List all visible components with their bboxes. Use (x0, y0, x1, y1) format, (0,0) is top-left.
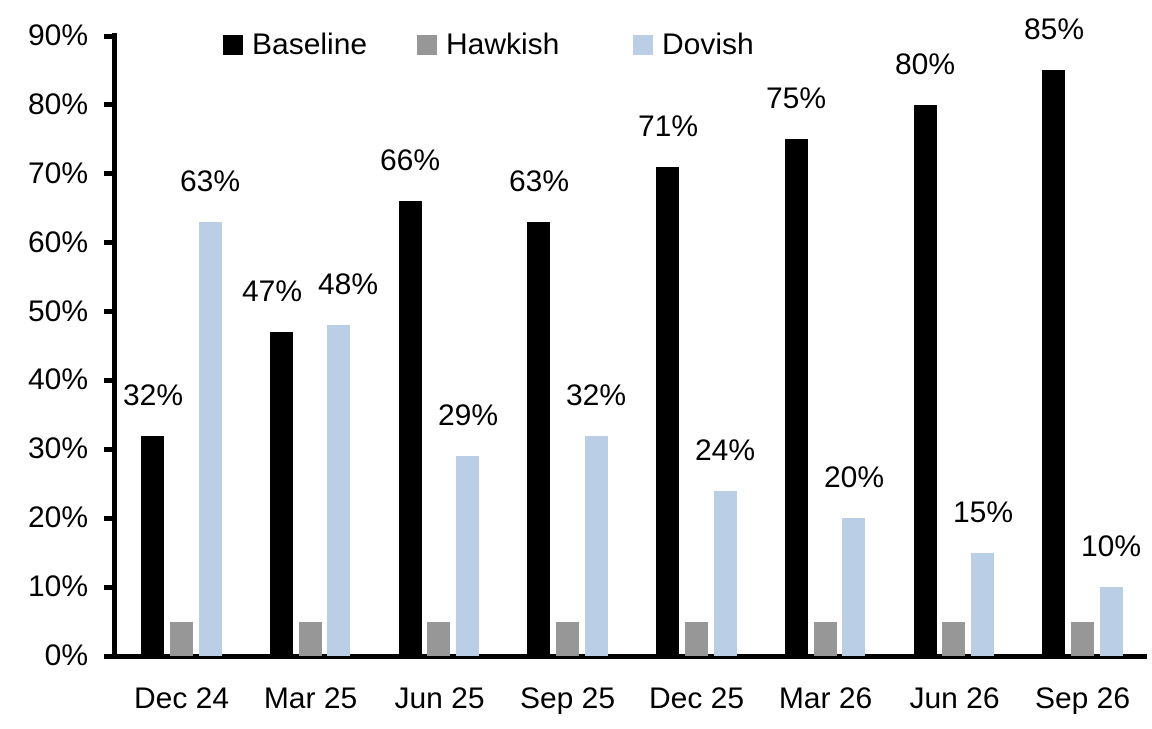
bar-baseline-jun-25 (399, 201, 422, 656)
y-axis-line (112, 33, 117, 659)
y-axis-tick-label: 10% (27, 570, 88, 603)
bar-baseline-dec-25 (656, 167, 679, 656)
legend-label-dovish: Dovish (662, 28, 754, 61)
data-label-dovish-mar-26: 20% (823, 461, 885, 494)
x-axis-label-sep-25: Sep 25 (519, 682, 616, 715)
bar-hawkish-sep-26 (1071, 622, 1094, 656)
data-label-baseline-mar-25: 47% (241, 275, 303, 308)
y-axis-tick-label: 80% (27, 88, 88, 121)
bar-hawkish-jun-25 (427, 622, 450, 656)
bar-dovish-mar-26 (842, 518, 865, 656)
x-axis-label-jun-25: Jun 25 (394, 682, 485, 715)
data-label-dovish-dec-24: 63% (179, 165, 241, 198)
legend-label-baseline: Baseline (252, 28, 368, 61)
legend-label-hawkish: Hawkish (446, 28, 560, 61)
bar-baseline-jun-26 (914, 105, 937, 656)
data-label-dovish-mar-25: 48% (317, 268, 379, 301)
y-axis-tick-label: 30% (27, 432, 88, 465)
data-label-baseline-dec-25: 71% (637, 110, 699, 143)
legend-swatch-baseline (223, 35, 243, 55)
y-axis-tick-label: 0% (44, 639, 88, 672)
x-axis-label-mar-25: Mar 25 (263, 682, 358, 715)
x-axis-label-dec-25: Dec 25 (648, 682, 745, 715)
x-axis-label-dec-24: Dec 24 (133, 682, 230, 715)
legend-swatch-hawkish (417, 35, 437, 55)
data-label-dovish-dec-25: 24% (694, 434, 756, 467)
data-label-baseline-sep-25: 63% (508, 165, 570, 198)
data-label-dovish-sep-26: 10% (1080, 530, 1142, 563)
x-axis-label-sep-26: Sep 26 (1034, 682, 1131, 715)
data-label-baseline-dec-24: 32% (122, 379, 184, 412)
bar-hawkish-dec-24 (170, 622, 193, 656)
x-axis-label-mar-26: Mar 26 (778, 682, 873, 715)
bar-dovish-jun-25 (456, 456, 479, 656)
y-axis-tick (104, 240, 117, 245)
bar-hawkish-mar-25 (299, 622, 322, 656)
legend-item-dovish: Dovish (633, 28, 754, 61)
y-axis-tick-label: 20% (27, 501, 88, 534)
y-axis-tick-label: 50% (27, 295, 88, 328)
bar-hawkish-sep-25 (556, 622, 579, 656)
bar-dovish-mar-25 (327, 325, 350, 656)
y-axis-tick (104, 516, 117, 521)
y-axis-tick (104, 102, 117, 107)
y-axis-tick (104, 378, 117, 383)
y-axis-tick-label: 40% (27, 363, 88, 396)
y-axis-tick (104, 309, 117, 314)
bar-baseline-dec-24 (141, 436, 164, 656)
bar-hawkish-mar-26 (814, 622, 837, 656)
y-axis-tick (104, 585, 117, 590)
data-label-dovish-jun-26: 15% (952, 496, 1014, 529)
bar-baseline-mar-25 (270, 332, 293, 656)
bar-baseline-mar-26 (785, 139, 808, 656)
bar-dovish-sep-25 (585, 436, 608, 656)
bar-hawkish-jun-26 (942, 622, 965, 656)
y-axis-tick-label: 90% (27, 19, 88, 52)
bar-dovish-dec-24 (199, 222, 222, 656)
data-label-dovish-jun-25: 29% (437, 399, 499, 432)
y-axis-tick (104, 34, 117, 39)
legend-item-baseline: Baseline (223, 28, 367, 61)
bar-baseline-sep-26 (1042, 70, 1065, 656)
y-axis-tick (104, 171, 117, 176)
data-label-baseline-jun-25: 66% (379, 144, 441, 177)
data-label-baseline-sep-26: 85% (1023, 13, 1085, 46)
legend-item-hawkish: Hawkish (417, 28, 559, 61)
bar-dovish-sep-26 (1100, 587, 1123, 656)
data-label-dovish-sep-25: 32% (565, 379, 627, 412)
bar-baseline-sep-25 (527, 222, 550, 656)
bar-hawkish-dec-25 (685, 622, 708, 656)
y-axis-tick (104, 447, 117, 452)
bar-dovish-jun-26 (971, 553, 994, 656)
data-label-baseline-jun-26: 80% (894, 48, 956, 81)
legend-swatch-dovish (633, 35, 653, 55)
x-axis-label-jun-26: Jun 26 (909, 682, 1000, 715)
y-axis-tick-label: 70% (27, 157, 88, 190)
y-axis-tick (104, 654, 117, 659)
y-axis-tick-label: 60% (27, 226, 88, 259)
x-axis-line (112, 654, 1147, 659)
bar-dovish-dec-25 (714, 491, 737, 656)
data-label-baseline-mar-26: 75% (765, 82, 827, 115)
